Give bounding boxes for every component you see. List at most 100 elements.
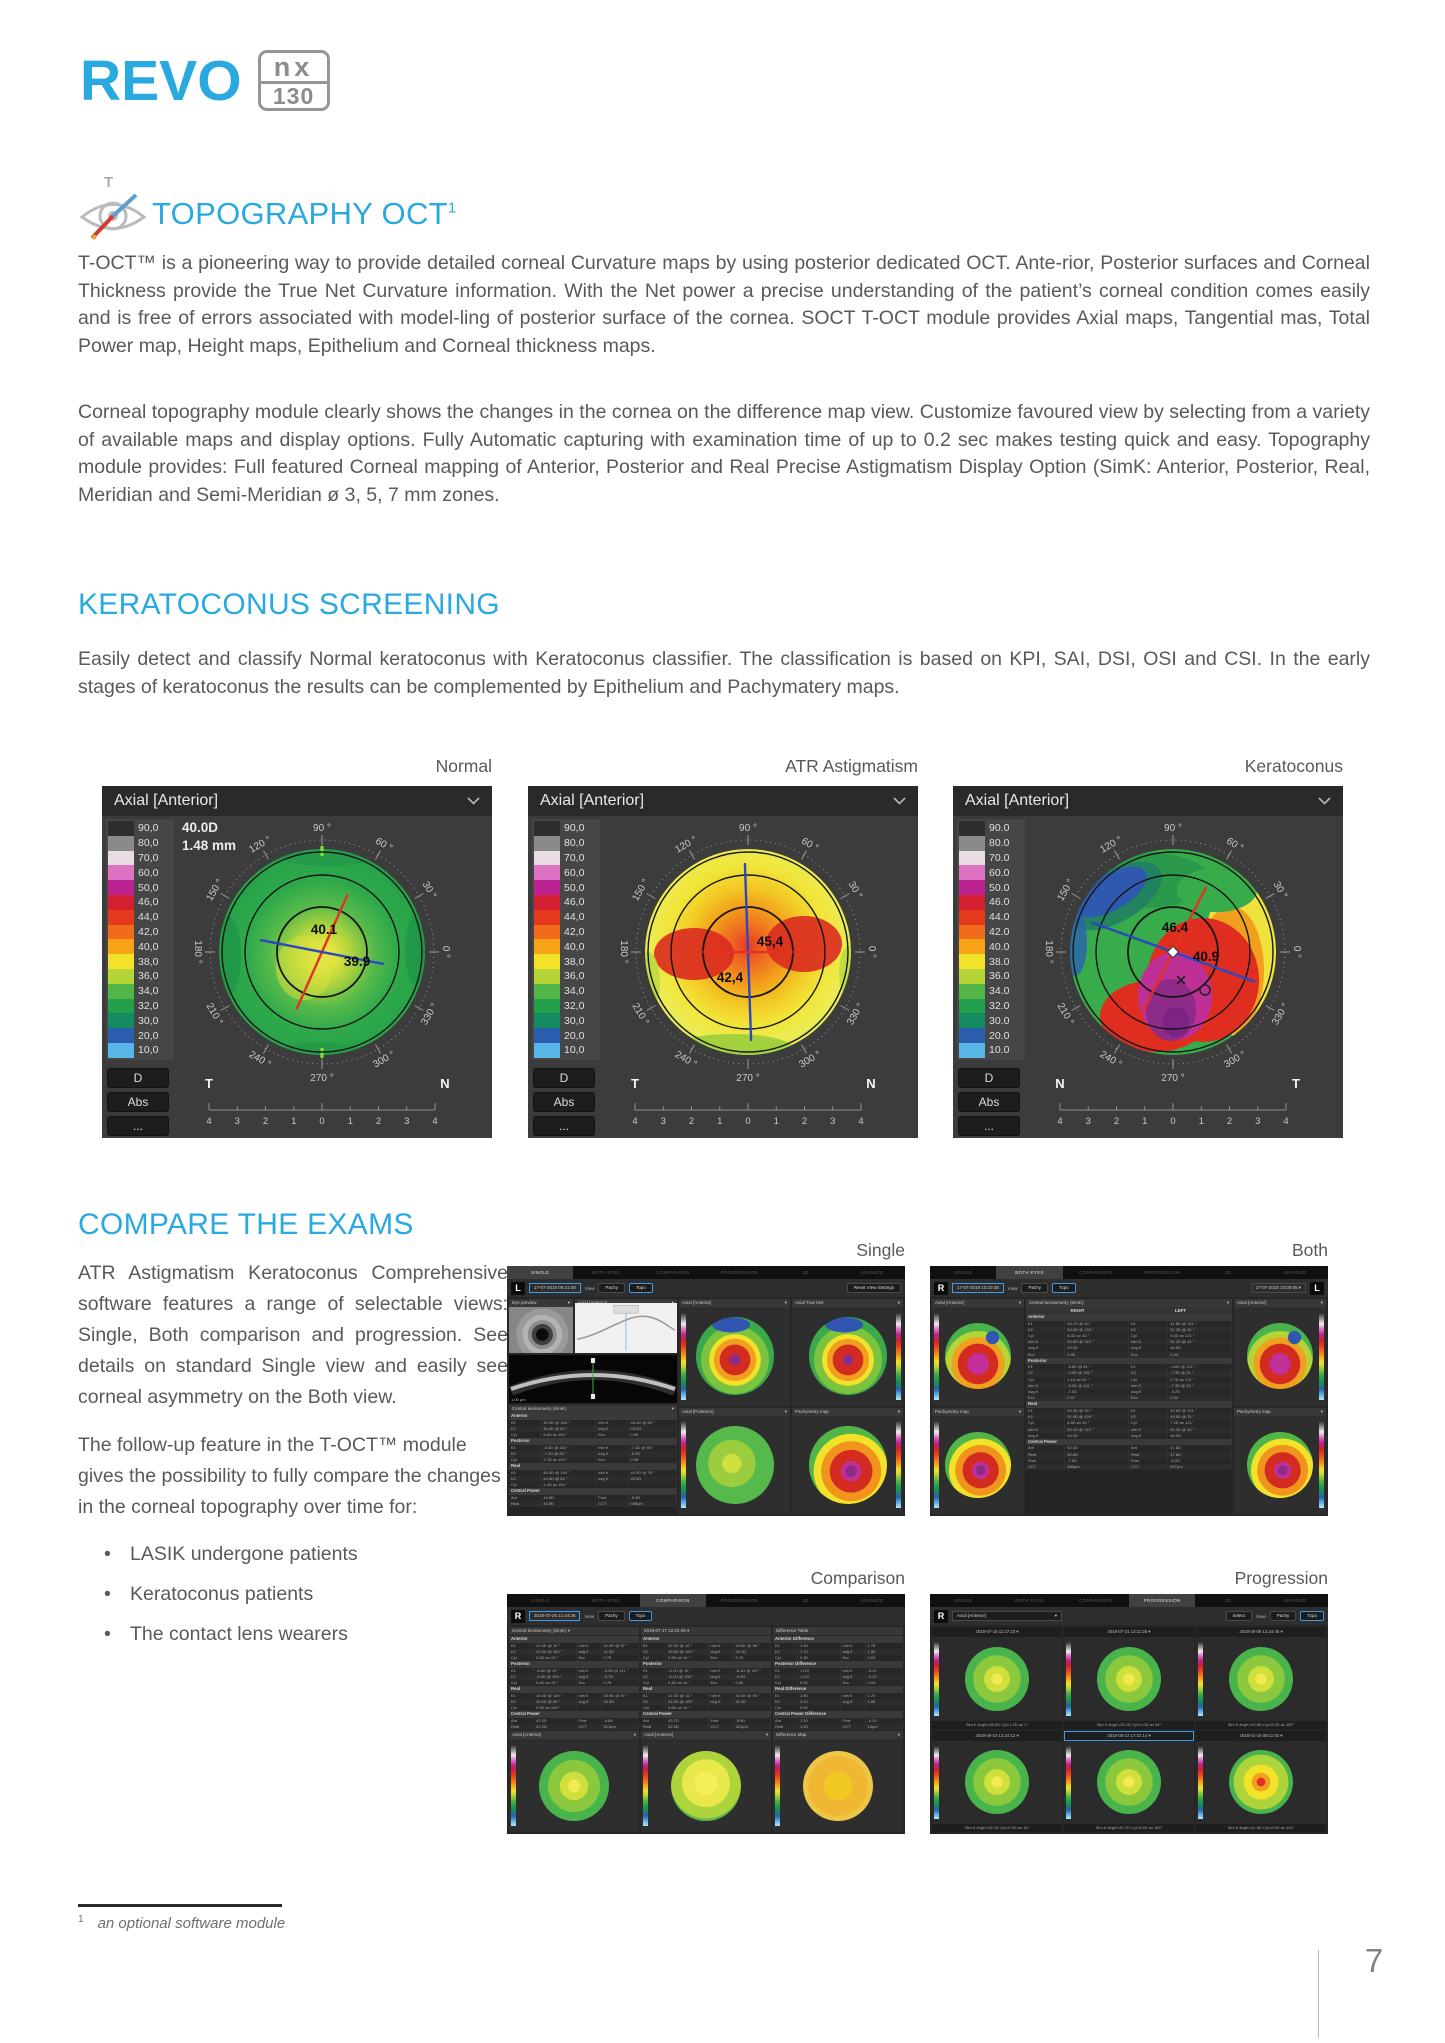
- exam-date[interactable]: 2018-01-19 09:11:50 ▾: [1196, 1730, 1326, 1741]
- tab-progression[interactable]: PROGRESSION: [1143, 1270, 1181, 1275]
- svg-text:2: 2: [1227, 1116, 1232, 1127]
- toolbar-button-pachy[interactable]: Pachy: [598, 1282, 625, 1294]
- toolbar-button-select[interactable]: Select: [1225, 1610, 1253, 1622]
- map-type-dropdown[interactable]: Axial [Anterior]: [953, 786, 1343, 816]
- scale-color: [959, 880, 985, 895]
- exam-date[interactable]: 17-07-2018 10:09:05 ▾: [1250, 1283, 1306, 1293]
- toolbar-button-topo[interactable]: Topo: [1300, 1610, 1324, 1622]
- toolbar-button-topo[interactable]: Topo: [1052, 1282, 1076, 1294]
- chevron-down-icon: ▾: [671, 1406, 674, 1411]
- toolbar-button-reset-view-settings[interactable]: Reset View Settings: [846, 1282, 901, 1294]
- cell: Ant: [641, 1717, 666, 1725]
- column-header[interactable]: Central keratometry (SimK) ▾: [509, 1627, 639, 1635]
- toolbar-button-pachy[interactable]: Pachy: [598, 1610, 625, 1622]
- mini-map-axial-anterior: Axial [Anterior] ▾: [509, 1731, 639, 1832]
- table-row: Cyl 0.9D ax 16 ° Ecc 0.75: [641, 1654, 771, 1662]
- map-button-d[interactable]: D: [107, 1068, 169, 1088]
- svg-text:330 °: 330 °: [845, 1001, 866, 1027]
- axial-graph-header[interactable]: Axial [Anterior] ▾: [575, 1299, 677, 1304]
- svg-text:150 °: 150 °: [630, 877, 651, 903]
- exam-date[interactable]: 2018-07-31 13:11:25 ▾: [1064, 1627, 1194, 1637]
- column-header[interactable]: 2018-07-17 12:24:49 ▾: [641, 1627, 771, 1635]
- tab-advance[interactable]: ADVANCE: [860, 1270, 884, 1275]
- panel-title: Axial [Anterior]: [512, 1732, 542, 1738]
- map-button-more[interactable]: ...: [533, 1116, 595, 1136]
- map-type-dropdown[interactable]: Axial [Anterior]: [528, 786, 918, 816]
- column-header[interactable]: Difference Table: [773, 1627, 903, 1635]
- tab-single[interactable]: SINGLE: [954, 1270, 973, 1275]
- map-button-abs[interactable]: Abs: [958, 1092, 1020, 1112]
- exam-date[interactable]: 2018-07-16 11:17:23 ▾: [932, 1627, 1062, 1637]
- simk-header[interactable]: Central keratometry (SimK) ▾: [1026, 1299, 1232, 1307]
- tab-advance[interactable]: ADVANCE: [1283, 1598, 1307, 1603]
- tab-progression[interactable]: PROGRESSION: [1128, 1594, 1196, 1607]
- exam-date[interactable]: 2018-08-08 13:24:46 ▾: [1196, 1627, 1326, 1637]
- map-button-more[interactable]: ...: [107, 1116, 169, 1136]
- mini-map-body: [773, 1739, 903, 1832]
- cell: 42.6D @ 121 °: [1168, 1407, 1232, 1415]
- simk-header[interactable]: Central keratometry (SimK) ▾: [509, 1405, 677, 1413]
- svg-text:120 °: 120 °: [247, 834, 273, 855]
- exam-date[interactable]: 2018-08-10 12:34:12 ▾: [932, 1730, 1062, 1741]
- tab-3d[interactable]: 3D: [1225, 1598, 1232, 1603]
- mini-map-header[interactable]: Axial [Anterior] ▾: [509, 1731, 639, 1740]
- tab-both-eyes[interactable]: BOTH EYES: [592, 1270, 621, 1275]
- map-button-more[interactable]: ...: [958, 1116, 1020, 1136]
- tab-both-eyes[interactable]: BOTH EYES: [996, 1266, 1063, 1279]
- svg-text:240 °: 240 °: [1098, 1049, 1124, 1070]
- tab-comparison[interactable]: COMPARISON: [1079, 1598, 1113, 1603]
- tab-single[interactable]: SINGLE: [507, 1266, 574, 1279]
- exam-date[interactable]: 17-07-2018 00:41:08: [529, 1283, 581, 1293]
- mini-color-scale: [681, 1421, 686, 1509]
- tab-single[interactable]: SINGLE: [531, 1598, 550, 1603]
- tab-both-eyes[interactable]: BOTH EYES: [592, 1598, 621, 1603]
- panel-title: Central keratometry (SimK): [1029, 1300, 1084, 1305]
- toolbar-button-topo[interactable]: Topo: [628, 1610, 653, 1622]
- tab-advance[interactable]: ADVANCE: [1283, 1270, 1307, 1275]
- tab-single[interactable]: SINGLE: [954, 1598, 973, 1603]
- tab-comparison[interactable]: COMPARISON: [1079, 1270, 1113, 1275]
- map-type-dropdown[interactable]: Axial [Anterior]: [102, 786, 492, 816]
- exam-date[interactable]: 17-07-2018 10:10:38: [952, 1283, 1004, 1293]
- exam-date[interactable]: 2018-08-22 17:22:14 ▾: [1064, 1730, 1194, 1741]
- cell: 46.4D @ 65 °: [629, 1419, 677, 1426]
- table-row: Ant 43.7D Post -5.9D: [641, 1717, 771, 1725]
- mini-map-header[interactable]: Axial [Posterior] ▾: [679, 1407, 790, 1416]
- map-button-d[interactable]: D: [958, 1068, 1020, 1088]
- tab-3d[interactable]: 3D: [802, 1598, 809, 1603]
- scale-step: 38.0: [959, 954, 1023, 969]
- tab-comparison[interactable]: COMPARISON: [639, 1594, 706, 1607]
- tab-progression[interactable]: PROGRESSION: [720, 1598, 758, 1603]
- mini-map-header[interactable]: Difference Map ▾: [773, 1731, 903, 1740]
- cell: K2: [641, 1673, 666, 1681]
- tab-comparison[interactable]: COMPARISON: [656, 1270, 690, 1275]
- mini-map-header[interactable]: Axial True Net ▾: [792, 1299, 903, 1307]
- cell: min K: [596, 1444, 629, 1451]
- tab-3d[interactable]: 3D: [1225, 1270, 1232, 1275]
- scale-color: [959, 850, 985, 866]
- tab-advance[interactable]: ADVANCE: [860, 1598, 884, 1603]
- mini-map-header[interactable]: Axial [Anterior] ▾: [641, 1731, 771, 1740]
- toolbar-button-pachy[interactable]: Pachy: [1269, 1610, 1297, 1622]
- mini-map-header[interactable]: Axial [Anterior] ▾: [1234, 1299, 1326, 1307]
- map-button-d[interactable]: D: [533, 1068, 595, 1088]
- mini-map-header[interactable]: Pachymetry map ▾: [792, 1407, 903, 1416]
- map-button-abs[interactable]: Abs: [533, 1092, 595, 1112]
- mini-map-header[interactable]: Pachymetry map ▾: [932, 1407, 1024, 1416]
- tab-both-eyes[interactable]: BOTH EYES: [1015, 1598, 1044, 1603]
- tab-progression[interactable]: PROGRESSION: [720, 1270, 758, 1275]
- cell: Cyl: [773, 1680, 798, 1687]
- map-button-abs[interactable]: Abs: [107, 1092, 169, 1112]
- exam-date[interactable]: 2018-07-26 11:44:26: [529, 1611, 581, 1621]
- mini-map-header[interactable]: Axial [Anterior] ▾: [932, 1299, 1024, 1307]
- mini-map-header[interactable]: Pachymetry map ▾: [1234, 1407, 1326, 1416]
- cell: 0.30: [798, 1654, 841, 1662]
- toolbar-button-pachy[interactable]: Pachy: [1021, 1282, 1048, 1294]
- cell: K2: [773, 1698, 798, 1706]
- mini-map-header[interactable]: Axial [Anterior] ▾: [679, 1299, 790, 1307]
- revo-logo: REVO nx 130: [80, 50, 330, 111]
- tab-3d[interactable]: 3D: [802, 1270, 809, 1275]
- map-type-dropdown[interactable]: Axial [Anterior] ▾: [952, 1611, 1062, 1621]
- eye-preview-header[interactable]: Eye preview ▾: [509, 1299, 573, 1307]
- toolbar-button-topo[interactable]: Topo: [629, 1282, 653, 1294]
